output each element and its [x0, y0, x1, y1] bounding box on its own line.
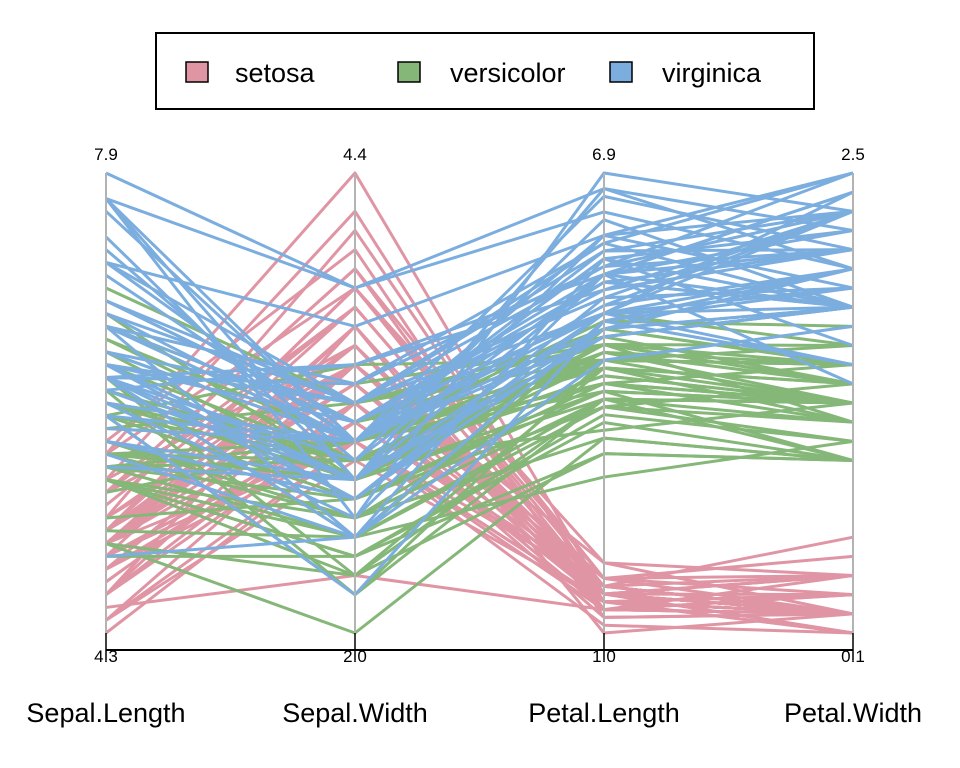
- legend-swatch-virginica: [609, 61, 633, 83]
- series-line-versicolor: [105, 366, 854, 577]
- axis-title: Petal.Width: [784, 698, 922, 728]
- series-line-virginica: [105, 209, 854, 392]
- series-line-setosa: [105, 344, 854, 588]
- series-line-virginica: [105, 171, 854, 386]
- legend-label-versicolor: versicolor: [450, 58, 566, 88]
- series-line-virginica: [105, 190, 854, 424]
- series-line-virginica: [104, 197, 854, 443]
- series-line-virginica: [105, 305, 854, 443]
- series-line-virginica: [105, 241, 854, 405]
- series-line-versicolor: [105, 420, 854, 558]
- series-line-virginica: [105, 305, 854, 443]
- axis-min-label: 0.1: [841, 647, 865, 666]
- legend-swatch-setosa: [185, 61, 209, 83]
- series-line-setosa: [104, 286, 854, 616]
- axis-min-label: 2.0: [343, 647, 367, 666]
- axis-min-label: 1.0: [592, 647, 616, 666]
- series-line-virginica: [105, 280, 854, 424]
- axis-max-label: 4.4: [343, 145, 367, 164]
- axis-title: Sepal.Length: [26, 698, 185, 728]
- series-line-virginica: [105, 187, 854, 290]
- series-line-versicolor: [105, 452, 854, 577]
- series-line-setosa: [105, 439, 854, 635]
- series-line-virginica: [105, 267, 854, 443]
- axis-max-label: 6.9: [592, 145, 616, 164]
- series-line-versicolor: [105, 366, 854, 520]
- series-line-virginica: [105, 286, 854, 539]
- series-line-versicolor: [105, 374, 854, 462]
- axis-title: Sepal.Width: [282, 698, 428, 728]
- axis-max-label: 2.5: [841, 145, 865, 164]
- legend-label-setosa: setosa: [235, 58, 316, 88]
- axis-title: Petal.Length: [528, 698, 680, 728]
- series-line-versicolor: [105, 439, 854, 539]
- series-line-virginica: [105, 171, 854, 290]
- series-line-virginica: [104, 187, 854, 482]
- series-line-virginica: [105, 319, 854, 597]
- series-line-virginica: [105, 272, 854, 520]
- axes: 7.9 4.3 Sepal.Length 4.4 2.0 Sepal.Width 6.9 1.…: [26, 145, 922, 728]
- axis-max-label: 7.9: [94, 145, 118, 164]
- series-line-versicolor: [105, 389, 854, 482]
- legend-label-virginica: virginica: [662, 58, 762, 88]
- legend-swatch-versicolor: [397, 61, 421, 83]
- series-line-virginica: [105, 286, 854, 501]
- series-line-virginica: [105, 171, 854, 328]
- axis-min-label: 4.3: [94, 647, 118, 666]
- series-virginica: [104, 171, 854, 597]
- series-line-versicolor: [105, 436, 854, 520]
- series-line-versicolor: [105, 397, 854, 539]
- series-lines: [104, 171, 854, 635]
- legend-frame: [155, 32, 815, 110]
- legend: setosa versicolor virginica: [155, 32, 815, 110]
- series-line-setosa: [105, 574, 854, 612]
- series-line-virginica: [105, 209, 854, 424]
- series-line-setosa: [105, 305, 854, 616]
